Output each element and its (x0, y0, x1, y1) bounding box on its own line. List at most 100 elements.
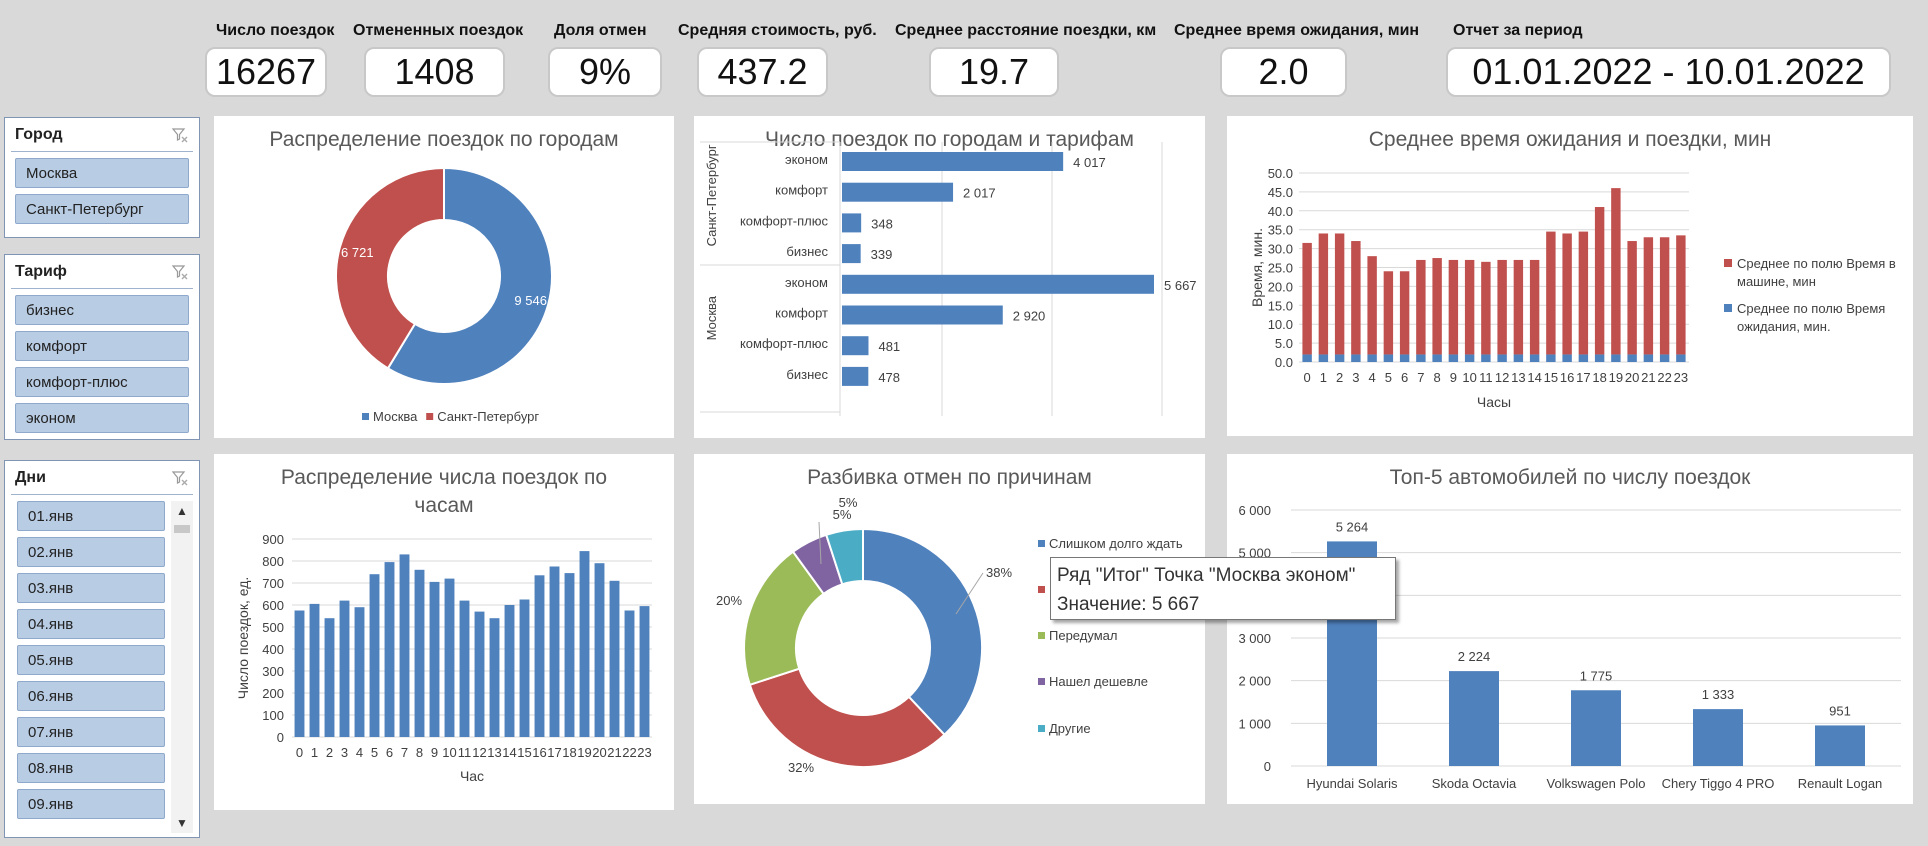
y-tick-label: 40.0 (1268, 204, 1293, 219)
x-tick-label: 17 (1576, 370, 1590, 385)
category-label: комфорт-плюс (740, 336, 829, 351)
bar-segment (1659, 237, 1670, 355)
bar-segment (1562, 354, 1572, 362)
bar-segment (1383, 271, 1394, 355)
scroll-thumb[interactable] (174, 525, 190, 533)
x-tick-label: 9 (1450, 370, 1457, 385)
y-tick-label: 15.0 (1268, 298, 1293, 313)
bar (842, 336, 869, 356)
y-tick-label: 3 000 (1238, 631, 1271, 646)
slicer-tariff-title: Тариф (15, 262, 67, 280)
category-label: комфорт (775, 183, 828, 198)
bar (1693, 709, 1743, 766)
slicer-city-header: Город (11, 118, 193, 152)
y-tick-label: 50.0 (1268, 166, 1293, 181)
slicer-day-item[interactable]: 01.янв (17, 501, 165, 531)
chart-title: Топ-5 автомобилей по числу поездок (1389, 466, 1751, 489)
legend-swatch (1038, 725, 1045, 732)
clear-filter-icon[interactable] (171, 263, 189, 281)
donut-slice (862, 527, 983, 737)
donut-slice (824, 527, 864, 586)
legend-label: Москва (373, 409, 418, 424)
slicer-day-item[interactable]: 07.янв (17, 717, 165, 747)
bar (609, 580, 620, 737)
kpi-period-label: Отчет за период (1453, 22, 1583, 39)
bar-segment (1546, 354, 1556, 362)
category-label: эконом (785, 152, 828, 167)
x-tick-label: 9 (431, 745, 438, 760)
slicer-days-scrollbar[interactable]: ▲ ▼ (171, 501, 193, 833)
data-label: 5% (833, 507, 852, 522)
bar-segment (1367, 256, 1377, 355)
slicer-day-item[interactable]: 05.янв (17, 645, 165, 675)
group-label: Санкт-Петербург (704, 144, 719, 246)
legend-swatch (1038, 586, 1045, 593)
x-tick-label: 11 (458, 745, 472, 760)
bar-segment (1643, 237, 1654, 355)
x-tick-label: 12 (472, 745, 486, 760)
slicer-city-item-spb[interactable]: Санкт-Петербург (15, 194, 189, 224)
scroll-up-icon[interactable]: ▲ (176, 504, 188, 518)
bar-segment (1676, 354, 1686, 362)
x-tick-label: 12 (1495, 370, 1509, 385)
bar (842, 274, 1154, 294)
bar (842, 366, 869, 386)
slicer-tariff-item-comfort[interactable]: комфорт (15, 331, 189, 361)
slicer-day-item[interactable]: 09.янв (17, 789, 165, 819)
bar (842, 152, 1064, 171)
slicer-tariff-item-comfort-plus[interactable]: комфорт-плюс (15, 367, 189, 397)
slicer-tariff-item-business[interactable]: бизнес (15, 295, 189, 325)
data-label: 9 546 (514, 293, 547, 308)
slicer-city-item-moscow[interactable]: Москва (15, 158, 189, 188)
legend-swatch (426, 413, 434, 420)
bar-segment (1399, 354, 1410, 362)
bar-segment (1562, 233, 1572, 355)
slicer-day-item[interactable]: 02.янв (17, 537, 165, 567)
bar-segment (1432, 354, 1442, 362)
y-tick-label: 600 (262, 598, 284, 613)
slicer-day-item[interactable]: 04.янв (17, 609, 165, 639)
bar-segment (1432, 258, 1442, 355)
slicer-tariff-item-economy[interactable]: эконом (15, 403, 189, 433)
x-tick-label: 17 (547, 745, 561, 760)
kpi-period-value: 01.01.2022 - 10.01.2022 (1446, 47, 1891, 97)
kpi-avg-wait-label: Среднее время ожидания, мин (1174, 22, 1420, 39)
bar-segment (1383, 354, 1394, 362)
scroll-down-icon[interactable]: ▼ (176, 816, 188, 830)
slicer-day-item[interactable]: 08.янв (17, 753, 165, 783)
x-axis-title: Час (460, 768, 484, 784)
donut-slice (386, 166, 553, 385)
x-tick-label: Volkswagen Polo (1546, 776, 1645, 791)
donut-slice (748, 667, 946, 768)
data-label: 348 (871, 216, 893, 231)
x-tick-label: Renault Logan (1798, 776, 1883, 791)
legend-label: Среднее по полю Время (1737, 301, 1885, 316)
kpi-trips-value: 16267 (205, 47, 327, 97)
bar (369, 574, 380, 737)
bar (324, 618, 335, 737)
x-tick-label: 7 (401, 745, 408, 760)
slicer-day-item[interactable]: 03.янв (17, 573, 165, 603)
bar (354, 607, 365, 737)
bar (309, 603, 320, 737)
clear-filter-icon[interactable] (171, 126, 189, 144)
data-label: 1 775 (1580, 668, 1613, 683)
x-tick-label: 14 (1527, 370, 1541, 385)
x-tick-label: 15 (1544, 370, 1558, 385)
bar-segment (1611, 354, 1621, 362)
slicer-day-item[interactable]: 06.янв (17, 681, 165, 711)
bar-segment (1643, 354, 1654, 362)
clear-filter-icon[interactable] (171, 469, 189, 487)
y-tick-label: 900 (262, 532, 284, 547)
x-tick-label: Skoda Octavia (1432, 776, 1517, 791)
chart-cancel-panel: Разбивка отмен по причинам 38% 32% 20% 5% 5%… (694, 454, 1205, 804)
chart-hours-panel: Распределение числа поездок по часам 0 10… (214, 454, 674, 810)
x-tick-label: 15 (517, 745, 531, 760)
slicer-days-header: Дни (11, 461, 193, 495)
chart-title: Число поездок по городам и тарифам (765, 128, 1134, 151)
x-tick-label: 20 (1625, 370, 1639, 385)
leader-line (955, 572, 984, 615)
bar (842, 244, 861, 264)
